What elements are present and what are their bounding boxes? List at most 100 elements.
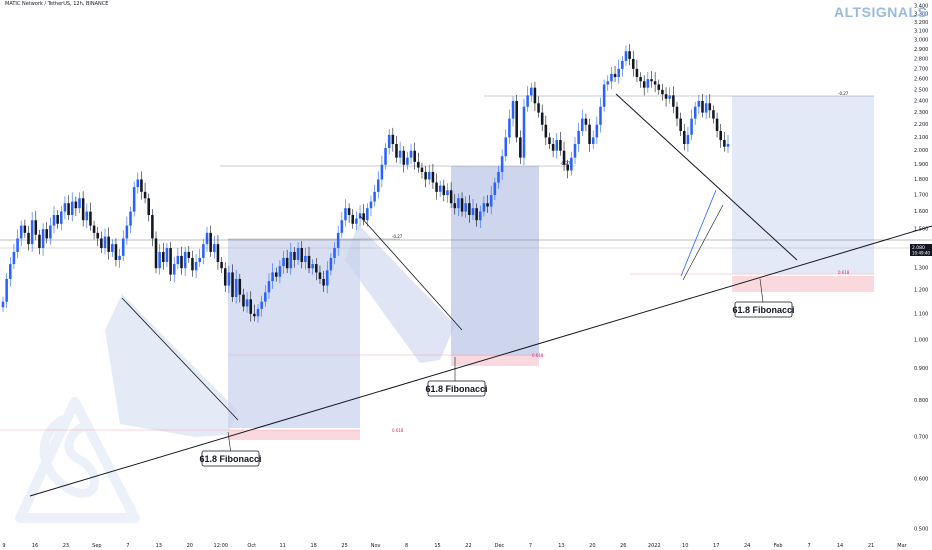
annotation-fib-1[interactable]: 61.8 Fibonacci bbox=[199, 450, 262, 467]
time-tick-label: 23 bbox=[63, 543, 69, 549]
candle-body bbox=[519, 137, 522, 158]
annotation-fib-2[interactable]: 61.8 Fibonacci bbox=[425, 380, 488, 397]
time-tick-label: 13 bbox=[558, 543, 564, 549]
candle-body bbox=[296, 248, 300, 260]
candle-body bbox=[140, 179, 143, 192]
zone-jan bbox=[732, 96, 874, 274]
price-tick-label: 2.200 bbox=[914, 122, 928, 128]
candle-body bbox=[413, 150, 416, 162]
candle-body bbox=[482, 203, 486, 212]
price-tick-label: 0.500 bbox=[914, 526, 928, 532]
candle-body bbox=[599, 106, 602, 125]
candle-body bbox=[1, 301, 5, 308]
candle-body bbox=[544, 124, 548, 138]
annotation-fib-3[interactable]: 61.8 Fibonacci bbox=[732, 301, 795, 318]
candle-body bbox=[617, 68, 620, 78]
candle-body bbox=[369, 201, 373, 209]
trendline-sep-resistance[interactable] bbox=[121, 297, 239, 421]
candle-body bbox=[493, 182, 497, 196]
time-tick-label: 18 bbox=[310, 543, 316, 549]
candle-body bbox=[355, 218, 358, 224]
candle-body bbox=[406, 157, 409, 165]
candle-body bbox=[125, 225, 129, 239]
candle-body bbox=[588, 124, 591, 144]
price-tick-label: 1.700 bbox=[914, 193, 928, 199]
candle-body bbox=[172, 264, 176, 275]
candle-body bbox=[358, 213, 362, 219]
time-tick-label: 17 bbox=[713, 543, 719, 549]
candle-body bbox=[238, 278, 242, 295]
candle-body bbox=[690, 118, 693, 135]
price-tick-label: 1.300 bbox=[914, 266, 928, 272]
time-tick-label: 20 bbox=[589, 543, 595, 549]
candle-body bbox=[256, 308, 260, 317]
time-tick-label: 16 bbox=[32, 543, 38, 549]
candle-body bbox=[384, 148, 387, 165]
price-tick-label: 3.200 bbox=[914, 20, 928, 26]
candle-body bbox=[30, 220, 34, 245]
candle-body bbox=[693, 106, 697, 119]
candle-body bbox=[132, 187, 136, 212]
price-tick-label: 1.100 bbox=[914, 311, 928, 317]
candle-body bbox=[100, 238, 103, 249]
candle-body bbox=[158, 251, 161, 269]
price-tick-label: 3.000 bbox=[914, 38, 928, 44]
candle-body bbox=[723, 140, 726, 147]
candle-body bbox=[333, 248, 336, 258]
price-tick-label: 2.100 bbox=[914, 135, 928, 141]
candle-body bbox=[344, 208, 347, 221]
candle-body bbox=[260, 301, 263, 309]
candle-body bbox=[420, 167, 424, 172]
time-tick-label: 13 bbox=[156, 543, 162, 549]
candle-body bbox=[315, 264, 318, 273]
candle-body bbox=[176, 255, 180, 265]
candle-body bbox=[639, 77, 642, 82]
fib-label: -0.27 bbox=[392, 234, 403, 239]
trendline-jan-wedge-low[interactable] bbox=[682, 204, 724, 281]
candle-body bbox=[715, 118, 719, 131]
fib-labels: 0.618 -0.27 -0.27 0.618 -0.27 0.618 bbox=[392, 91, 850, 433]
candle-body bbox=[311, 264, 314, 269]
time-tick-label: Oct bbox=[247, 543, 256, 549]
price-tick-label: 1.200 bbox=[914, 288, 928, 294]
candle-body bbox=[216, 244, 220, 263]
candle-body bbox=[471, 208, 475, 216]
candle-body bbox=[610, 73, 613, 82]
candle-body bbox=[52, 215, 56, 226]
time-axis[interactable]: 9 16 23 Sep 7 13 20 12:00 Oct 11 18 25 Nov 8 15 22 Dec 7 1… bbox=[2, 543, 907, 549]
annotation-label: 61.8 Fibonacci bbox=[425, 384, 487, 394]
candle-body bbox=[500, 156, 504, 172]
price-axis[interactable]: 0.500 0.600 0.700 0.800 0.900 1.000 1.100 1.200… bbox=[914, 3, 928, 532]
candle-body bbox=[475, 208, 478, 221]
candle-body bbox=[701, 100, 704, 113]
candle-body bbox=[318, 272, 322, 279]
zone-channel-left bbox=[105, 294, 237, 437]
candle-body bbox=[67, 203, 70, 216]
candle-body bbox=[653, 81, 657, 85]
candle-body bbox=[74, 201, 78, 209]
time-tick-label: 7 bbox=[529, 543, 532, 549]
trendline-rising-support[interactable] bbox=[29, 225, 932, 497]
time-tick-label: 22 bbox=[465, 543, 471, 549]
candle-body bbox=[438, 185, 442, 192]
price-tick-label: 0.600 bbox=[914, 477, 928, 483]
candle-body bbox=[657, 84, 661, 90]
time-tick-label: 10 bbox=[682, 543, 688, 549]
candle-body bbox=[580, 118, 584, 131]
zone-channel-mid bbox=[345, 224, 455, 363]
candle-body bbox=[180, 255, 183, 269]
candle-body bbox=[103, 236, 107, 249]
price-tick-label: 2.900 bbox=[914, 47, 928, 53]
trendline-descending-resistance[interactable] bbox=[615, 93, 798, 261]
candle-body bbox=[253, 313, 256, 317]
trendline-nov-resistance[interactable] bbox=[359, 215, 463, 331]
candle-body bbox=[111, 244, 114, 252]
fib-label: 0.618 bbox=[532, 353, 544, 358]
candle-body bbox=[573, 143, 577, 158]
price-tick-label: 2.500 bbox=[914, 87, 928, 93]
zone-oct bbox=[228, 239, 360, 428]
candle-body bbox=[9, 264, 12, 279]
trendline-jan-wedge-top[interactable] bbox=[680, 189, 717, 277]
price-tick-label: 1.900 bbox=[914, 162, 928, 168]
